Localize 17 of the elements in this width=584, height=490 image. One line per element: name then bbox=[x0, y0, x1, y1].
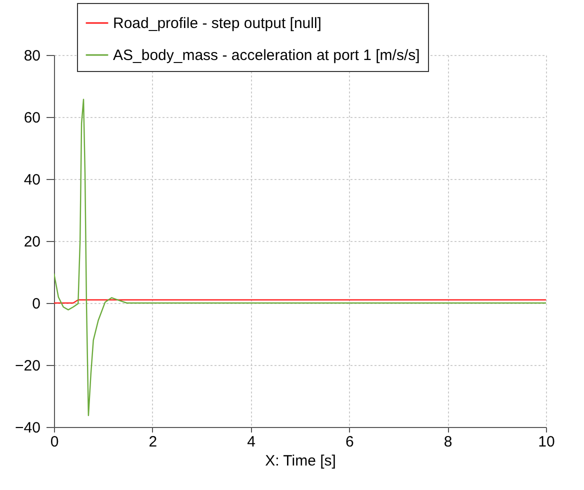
y-tick-label: −40 bbox=[15, 420, 40, 436]
y-tick-label: −20 bbox=[15, 358, 40, 374]
x-tick-label: 8 bbox=[444, 434, 452, 450]
y-tick-label: 0 bbox=[32, 296, 40, 312]
x-tick-label: 2 bbox=[148, 434, 158, 450]
y-tick-label: 80 bbox=[24, 48, 40, 64]
x-tick-label: 6 bbox=[346, 434, 354, 450]
y-tick-label: 20 bbox=[24, 234, 40, 250]
y-tick-label: 40 bbox=[24, 172, 40, 188]
y-tick-label: 60 bbox=[24, 110, 40, 126]
legend-label: AS_body_mass - acceleration at port 1 [m/s/s] bbox=[113, 47, 420, 64]
x-tick-label: 10 bbox=[538, 434, 555, 450]
x-tick-label: 0 bbox=[50, 434, 59, 450]
legend-label: Road_profile - step output [null] bbox=[113, 15, 322, 32]
line-series bbox=[54, 98, 546, 416]
x-axis-title: X: Time [s] bbox=[265, 452, 336, 470]
x-tick-label: 4 bbox=[247, 434, 256, 450]
